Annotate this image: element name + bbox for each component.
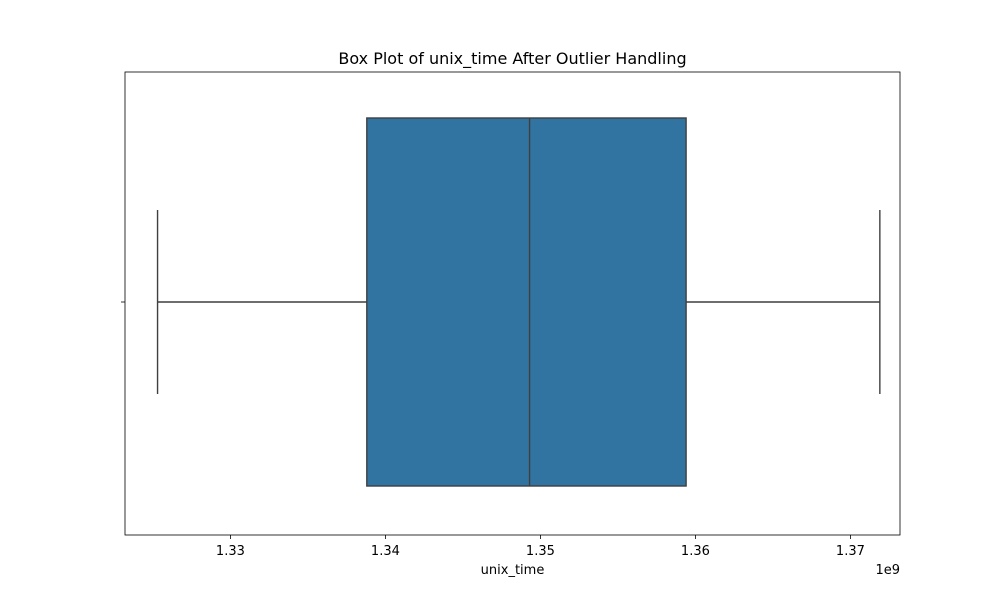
chart-title: Box Plot of unix_time After Outlier Hand…	[338, 49, 686, 69]
interquartile-box	[366, 117, 687, 487]
x-axis-label: unix_time	[481, 563, 545, 578]
x-axis-tick-label: 1.37	[836, 544, 865, 559]
x-axis-tick-label: 1.34	[371, 544, 400, 559]
plot-area: 1.33 1.34 1.35 1.36 1.37	[121, 71, 901, 559]
x-axis-offset-label: 1e9	[875, 563, 900, 578]
x-axis-ticks: 1.33 1.34 1.35 1.36 1.37	[216, 535, 865, 559]
x-axis-tick-label: 1.36	[681, 544, 710, 559]
x-axis-tick-label: 1.33	[216, 544, 245, 559]
x-axis-tick-label: 1.35	[526, 544, 555, 559]
box-plot	[156, 117, 881, 487]
axes-frame	[124, 71, 901, 536]
